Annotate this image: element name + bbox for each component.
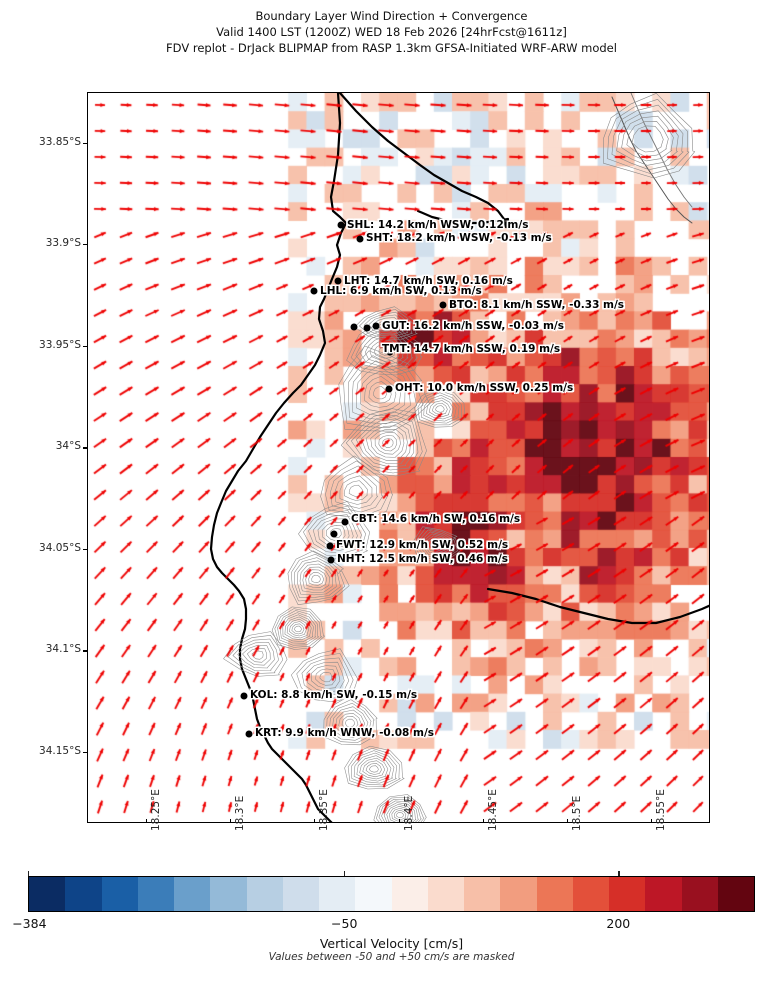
wind-direction-quiver xyxy=(88,93,709,822)
x-tick-text: 18.35°E xyxy=(318,789,331,831)
station-marker-shl[interactable] xyxy=(337,221,345,229)
colorbar-tick-mark xyxy=(344,871,346,876)
station-marker-fwt[interactable] xyxy=(326,542,334,550)
y-tick-mark xyxy=(83,548,87,551)
x-tick-text: 18.4°E xyxy=(402,795,415,831)
colorbar-swatch-9 xyxy=(355,877,392,911)
colorbar-gradient[interactable] xyxy=(28,876,755,912)
colorbar-swatch-7 xyxy=(282,877,319,911)
station-marker-sht[interactable] xyxy=(356,235,364,243)
colorbar-tick-mark xyxy=(28,871,30,876)
colorbar-tick-label: −384 xyxy=(12,916,47,931)
colorbar-swatch-10 xyxy=(391,877,428,911)
colorbar-label: Vertical Velocity [cm/s] xyxy=(319,936,464,951)
y-tick-text: 34.1°S xyxy=(45,643,81,656)
map-plot-area[interactable]: SHL: 14.2 km/h WSW, 0.12 m/s SHT: 18.2 km… xyxy=(87,92,710,823)
colorbar-tick-label: 200 xyxy=(606,916,631,931)
x-tick-text: 18.5°E xyxy=(570,795,583,831)
y-tick-text: 33.85°S xyxy=(39,135,81,148)
y-tick-text: 33.95°S xyxy=(39,338,81,351)
colorbar-tick-label: −50 xyxy=(331,916,358,931)
station-marker-unlabeled-2[interactable] xyxy=(330,530,338,538)
x-tick-mark xyxy=(566,819,569,823)
x-tick-mark xyxy=(314,819,316,823)
colorbar-swatch-18 xyxy=(681,877,718,911)
station-marker-unlabeled-0[interactable] xyxy=(350,323,358,331)
colorbar-swatch-13 xyxy=(500,877,537,911)
y-tick-mark xyxy=(83,447,87,449)
colorbar-swatch-11 xyxy=(427,877,464,911)
colorbar-swatch-8 xyxy=(319,877,356,911)
station-marker-tmt[interactable] xyxy=(386,348,394,356)
colorbar-swatch-17 xyxy=(645,877,682,911)
map-canvas: SHL: 14.2 km/h WSW, 0.12 m/s SHT: 18.2 km… xyxy=(88,93,709,822)
title-line-3: FDV replot - DrJack BLIPMAP from RASP 1.… xyxy=(166,41,617,55)
colorbar-container: −384 −50 200 Vertical Velocity [cm/s] xyxy=(12,871,755,951)
masked-values-note: Values between -50 and +50 cm/s are mask… xyxy=(268,951,515,963)
colorbar-swatch-5 xyxy=(210,877,247,911)
x-tick-text: 18.55°E xyxy=(655,789,668,831)
colorbar-swatch-6 xyxy=(246,877,283,911)
x-tick-mark xyxy=(145,819,148,823)
colorbar-swatch-2 xyxy=(101,877,138,911)
colorbar-swatch-19 xyxy=(717,877,754,911)
colorbar-swatch-4 xyxy=(174,877,211,911)
colorbar-swatch-14 xyxy=(536,877,573,911)
colorbar-swatch-15 xyxy=(572,877,609,911)
x-tick-mark xyxy=(230,819,232,823)
y-tick-text: 34.05°S xyxy=(39,541,81,554)
y-tick-mark xyxy=(83,345,87,347)
station-marker-cbt[interactable] xyxy=(341,518,349,526)
station-marker-lhl[interactable] xyxy=(310,287,318,295)
x-tick-mark xyxy=(482,819,484,823)
y-tick-text: 34.15°S xyxy=(39,744,81,757)
x-tick-mark xyxy=(398,819,400,823)
y-tick-mark xyxy=(83,751,87,754)
colorbar-tick-mark xyxy=(618,871,620,876)
x-tick-mark xyxy=(651,819,653,823)
y-tick-mark xyxy=(83,244,87,246)
station-marker-nht[interactable] xyxy=(327,556,335,564)
chart-title-block: Boundary Layer Wind Direction + Converge… xyxy=(0,8,783,56)
y-tick-mark xyxy=(83,650,87,652)
station-marker-krt[interactable] xyxy=(245,730,253,738)
colorbar-swatch-1 xyxy=(65,877,102,911)
title-line-1: Boundary Layer Wind Direction + Converge… xyxy=(255,9,528,23)
y-tick-text: 34°S xyxy=(55,440,81,453)
colorbar-swatch-12 xyxy=(464,877,501,911)
x-tick-text: 18.25°E xyxy=(149,789,162,831)
y-tick-text: 33.9°S xyxy=(45,237,81,250)
y-tick-mark xyxy=(83,142,87,144)
colorbar-swatch-3 xyxy=(137,877,174,911)
x-tick-text: 18.3°E xyxy=(234,795,247,831)
station-marker-gut[interactable] xyxy=(372,322,380,330)
station-marker-bto[interactable] xyxy=(439,301,447,309)
station-marker-lht[interactable] xyxy=(334,277,342,285)
station-marker-oht[interactable] xyxy=(385,385,393,393)
colorbar-swatch-0 xyxy=(29,877,66,911)
colorbar-swatch-16 xyxy=(609,877,646,911)
x-tick-text: 18.45°E xyxy=(486,789,499,831)
title-line-2: Valid 1400 LST (1200Z) WED 18 Feb 2026 [… xyxy=(216,25,567,39)
station-marker-unlabeled-1[interactable] xyxy=(363,324,371,332)
station-marker-kol[interactable] xyxy=(240,692,248,700)
